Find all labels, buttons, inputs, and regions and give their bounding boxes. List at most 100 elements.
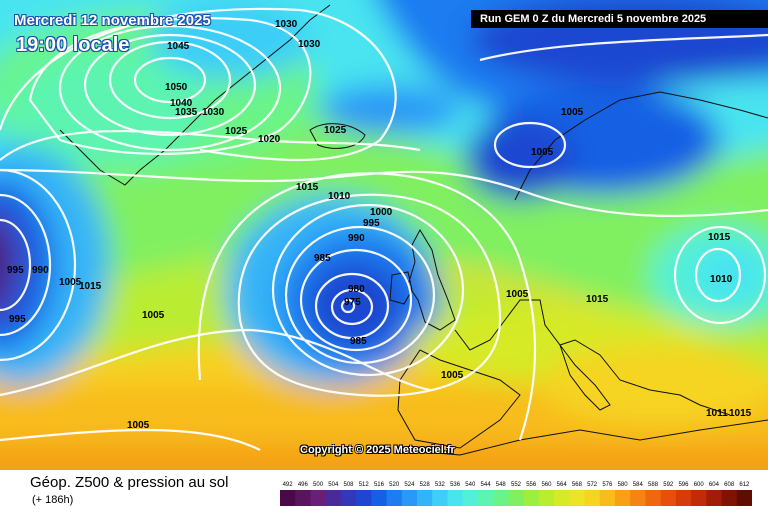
- isobar-label: 985: [314, 253, 331, 264]
- iceland-coast: [309, 123, 366, 149]
- isobar-low-990: [299, 248, 413, 352]
- color-scale-swatch: [325, 490, 342, 506]
- isobar-low-1005: [237, 193, 502, 397]
- color-scale-label: 584: [633, 482, 644, 488]
- isobar-low-scandinavia: [493, 121, 567, 169]
- isobar-low-985: [314, 272, 390, 340]
- isobar-label: 1030: [275, 19, 298, 30]
- color-scale-swatch: [599, 490, 616, 506]
- isobar-low-980: [330, 288, 374, 326]
- isobar-label: 985: [350, 336, 367, 347]
- isobar-label: 1030: [298, 39, 321, 50]
- isobar-label: 1005: [561, 107, 584, 118]
- isobar-low-1000: [271, 203, 465, 377]
- isobar-label: 1025: [324, 125, 347, 136]
- color-scale-swatch: [356, 490, 372, 506]
- color-scale-swatch: [691, 490, 707, 506]
- color-scale-label: 500: [313, 482, 324, 488]
- color-scale-label: 556: [526, 482, 537, 488]
- ireland-coast: [389, 271, 413, 305]
- color-scale-swatch: [371, 490, 388, 506]
- color-scale-swatch: [340, 490, 357, 506]
- color-scale-swatch: [493, 490, 509, 506]
- color-scale-swatch: [675, 490, 692, 506]
- color-scale-label: 504: [328, 482, 339, 488]
- color-scale-swatch: [280, 490, 296, 506]
- isobar-label: 1005: [506, 289, 529, 300]
- color-scale-swatch: [295, 490, 311, 506]
- isobar-label: 1040: [170, 98, 193, 109]
- isobar-label: 1015: [79, 281, 102, 292]
- isobar-label: 1011: [706, 408, 728, 419]
- isobar-1005-north: [479, 33, 768, 62]
- color-scale-swatch: [432, 490, 448, 506]
- forecast-time: 19:00 locale: [16, 34, 130, 56]
- color-scale-label: 580: [618, 482, 629, 488]
- isobar-label: 995: [7, 265, 24, 276]
- isobars: [0, 7, 768, 451]
- isobar-label: 1005: [142, 310, 165, 321]
- isobar-high-1050: [133, 56, 207, 104]
- color-scale-swatch: [417, 490, 433, 506]
- isobar-low-west-2: [0, 193, 52, 337]
- italy-coast: [559, 344, 611, 411]
- isobar-label: 1045: [167, 41, 190, 52]
- isobar-label: 1010: [328, 191, 351, 202]
- isobar-1005-south: [0, 328, 431, 397]
- isobar-label: 1005: [531, 147, 554, 158]
- isobar-label: 1035: [175, 107, 198, 118]
- coastlines: [59, 4, 768, 456]
- color-scale-swatch: [614, 490, 631, 506]
- isobar-low-east-1015: [673, 225, 767, 325]
- z500-field: [0, 0, 768, 470]
- isobar-label: 1025: [225, 126, 248, 137]
- copyright-notice: Copyright © 2025 Meteociel.fr: [300, 444, 455, 456]
- color-scale-label: 512: [359, 482, 370, 488]
- color-scale-swatch: [386, 490, 403, 506]
- color-scale-label: 600: [694, 482, 705, 488]
- forecast-lead-time: (+ 186h): [32, 494, 74, 506]
- color-scale-label: 572: [587, 482, 598, 488]
- isobar-low-west-3: [0, 168, 77, 362]
- isobar-label: 1005: [59, 277, 82, 288]
- color-scale-swatch: [523, 490, 540, 506]
- color-scale-label: 552: [511, 482, 522, 488]
- color-scale-label: 548: [496, 482, 507, 488]
- isobar-label: 995: [9, 314, 26, 325]
- color-scale-swatch: [447, 490, 464, 506]
- isobar-label: 1000: [370, 207, 393, 218]
- isobar-high-1030: [28, 17, 312, 156]
- isobar-label: 975: [344, 297, 361, 308]
- color-scale-swatch: [538, 490, 555, 506]
- isobar-label: 1005: [441, 370, 464, 381]
- map-title: Géop. Z500 & pression au sol: [30, 474, 229, 491]
- color-scale-label: 508: [344, 482, 355, 488]
- color-scale-swatch: [584, 490, 601, 506]
- color-scale-swatch: [477, 490, 494, 506]
- color-scale-swatch: [569, 490, 586, 506]
- color-scale-swatch: [508, 490, 525, 506]
- color-scale-label: 532: [435, 482, 446, 488]
- color-scale-label: 576: [602, 482, 613, 488]
- color-scale-label: 516: [374, 482, 385, 488]
- color-scale-swatch: [736, 490, 752, 506]
- isobar-label: 1020: [258, 134, 281, 145]
- isobar-1015-south: [0, 428, 261, 451]
- isobar-label: 990: [32, 265, 49, 276]
- isobar-label: 1005: [127, 420, 150, 431]
- color-scale-label: 496: [298, 482, 309, 488]
- isobar-high-1045: [108, 40, 232, 120]
- color-scale-label: 588: [648, 482, 659, 488]
- color-scale-label: 536: [450, 482, 461, 488]
- footer: Géop. Z500 & pression au sol (+ 186h) 49…: [0, 470, 768, 512]
- isobar-label: 995: [363, 218, 380, 229]
- color-scale-swatch: [721, 490, 738, 506]
- color-scale-legend: 492 496 500 504 508 512 516 520 524 528 532 536 540 5…: [280, 482, 752, 506]
- color-scale-swatch: [462, 490, 479, 506]
- color-scale-label: 568: [572, 482, 583, 488]
- britain-coast: [407, 228, 456, 331]
- color-scale-swatch: [645, 490, 662, 506]
- color-scale-label: 608: [724, 482, 735, 488]
- model-run-label: Run GEM 0 Z du Mercredi 5 novembre 2025: [471, 10, 768, 28]
